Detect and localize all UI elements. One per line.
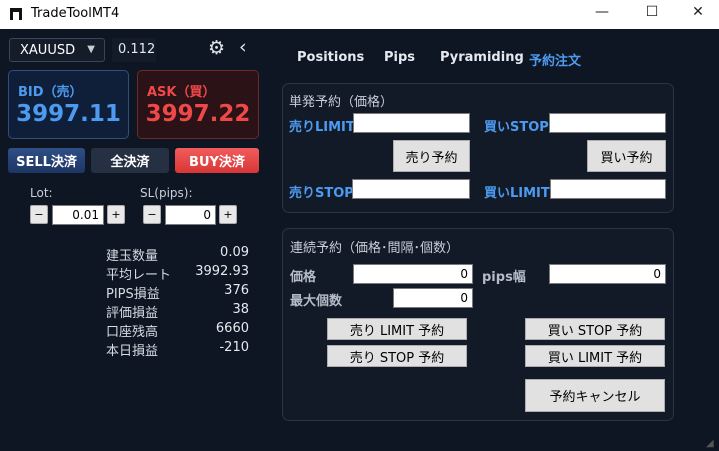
single-order-title: 単発予約（価格） (289, 95, 394, 110)
sl-input[interactable]: 0 (165, 205, 216, 225)
sell-close-button[interactable]: SELL決済 (8, 148, 85, 173)
stat-label: 建玉数量 (106, 249, 159, 264)
series-order-title: 連続予約（価格･間隔･個数） (290, 241, 460, 256)
buy-stop-series-button[interactable]: 買い STOP 予約 (525, 318, 665, 340)
buy-limit-label: 買いLIMIT (484, 186, 550, 201)
close-all-button[interactable]: 全決済 (91, 148, 169, 173)
stat-label: PIPS損益 (106, 287, 160, 302)
spread-value: 0.112 (112, 38, 156, 62)
max-count-input[interactable]: 0 (393, 288, 473, 308)
sl-minus-button[interactable]: − (143, 205, 161, 224)
gear-icon[interactable]: ⚙ (208, 37, 226, 59)
buy-order-button[interactable]: 買い予約 (587, 140, 666, 172)
resize-grip-icon[interactable]: ◢ (706, 438, 714, 449)
sell-limit-series-button[interactable]: 売り LIMIT 予約 (327, 318, 467, 340)
app-icon (10, 8, 22, 20)
tab-positions[interactable]: Positions (297, 50, 365, 65)
sl-label: SL(pips): (140, 186, 193, 200)
stat-value: 6660 (215, 321, 249, 336)
tab-reservation[interactable]: 予約注文 (529, 54, 582, 69)
sell-stop-label: 売りSTOP (289, 186, 354, 201)
bid-label: BID（売） (18, 85, 83, 100)
tab-pips[interactable]: Pips (384, 50, 416, 65)
stat-label: 平均レート (106, 268, 172, 283)
price-input[interactable]: 0 (353, 264, 473, 284)
sl-plus-button[interactable]: + (219, 205, 237, 224)
sell-stop-input[interactable] (352, 179, 470, 199)
price-label: 価格 (290, 270, 317, 285)
buy-stop-input[interactable] (549, 113, 666, 133)
maximize-button[interactable]: ☐ (645, 4, 659, 20)
pips-width-label: pips幅 (482, 270, 526, 285)
bid-price: 3997.11 (16, 101, 121, 127)
stat-value: 3992.93 (195, 264, 249, 279)
ask-price: 3997.22 (145, 101, 251, 127)
minimize-button[interactable]: — (595, 4, 609, 20)
buy-close-button[interactable]: BUY決済 (175, 148, 259, 173)
ask-box: ASK（買） 3997.22 (137, 70, 259, 139)
title-bar: TradeToolMT4 — ☐ ✕ (0, 0, 719, 29)
sell-stop-series-button[interactable]: 売り STOP 予約 (327, 345, 467, 367)
stat-value: 0.09 (220, 245, 249, 260)
sell-limit-label: 売りLIMIT (289, 120, 355, 135)
chevron-left-icon[interactable]: ‹ (239, 36, 247, 58)
pips-width-input[interactable]: 0 (549, 264, 666, 284)
stat-label: 評価損益 (106, 306, 159, 321)
window-title: TradeToolMT4 (31, 6, 120, 21)
lot-plus-button[interactable]: + (107, 205, 125, 224)
ask-label: ASK（買） (147, 85, 216, 100)
bid-box: BID（売） 3997.11 (8, 70, 129, 139)
symbol-select[interactable]: XAUUSD ▼ (9, 38, 105, 62)
lot-input[interactable]: 0.01 (52, 205, 104, 225)
cancel-reservation-button[interactable]: 予約キャンセル (525, 379, 665, 412)
sell-limit-input[interactable] (353, 113, 470, 133)
buy-stop-label: 買いSTOP (484, 120, 549, 135)
stat-value: 38 (232, 302, 249, 317)
stat-value: -210 (219, 340, 249, 355)
stat-label: 口座残高 (106, 325, 159, 340)
buy-limit-input[interactable] (550, 179, 666, 199)
close-button[interactable]: ✕ (692, 4, 704, 20)
lot-minus-button[interactable]: − (30, 205, 48, 224)
sell-order-button[interactable]: 売り予約 (393, 140, 470, 172)
stat-value: 376 (224, 283, 249, 298)
lot-label: Lot: (30, 186, 53, 200)
max-count-label: 最大個数 (290, 294, 343, 309)
dropdown-arrow-icon: ▼ (87, 44, 95, 55)
buy-limit-series-button[interactable]: 買い LIMIT 予約 (525, 345, 665, 367)
stat-label: 本日損益 (106, 344, 159, 359)
tab-pyramiding[interactable]: Pyramiding (440, 50, 524, 65)
symbol-value: XAUUSD (20, 43, 76, 58)
